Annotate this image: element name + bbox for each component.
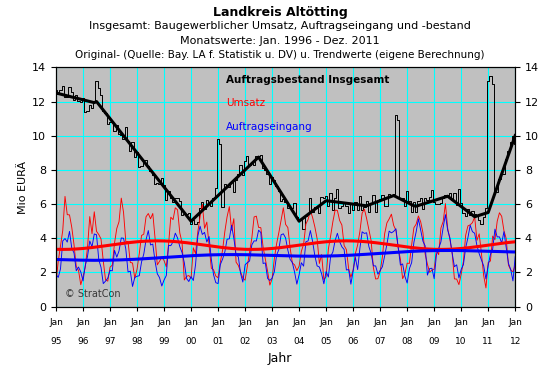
Text: Original- (Quelle: Bay. LA f. Statistik u. DV) u. Trendwerte (eigene Berechnung): Original- (Quelle: Bay. LA f. Statistik … <box>75 50 485 61</box>
Text: Jan: Jan <box>157 318 171 327</box>
Text: Landkreis Altötting: Landkreis Altötting <box>213 6 347 19</box>
Text: 07: 07 <box>375 337 386 346</box>
Text: 97: 97 <box>104 337 116 346</box>
Text: Jan: Jan <box>211 318 225 327</box>
Text: 09: 09 <box>428 337 440 346</box>
Text: 04: 04 <box>293 337 305 346</box>
Text: Jan: Jan <box>508 318 522 327</box>
Text: 10: 10 <box>455 337 467 346</box>
Text: © StratCon: © StratCon <box>65 289 121 299</box>
Text: 01: 01 <box>212 337 224 346</box>
Text: Jan: Jan <box>400 318 414 327</box>
Text: 03: 03 <box>267 337 278 346</box>
Text: Jan: Jan <box>292 318 306 327</box>
Text: Jan: Jan <box>346 318 360 327</box>
Y-axis label: Mio EURÄ: Mio EURÄ <box>18 160 28 214</box>
Text: Jan: Jan <box>265 318 279 327</box>
Text: Jan: Jan <box>184 318 198 327</box>
Text: Jan: Jan <box>49 318 63 327</box>
Text: Umsatz: Umsatz <box>226 98 265 108</box>
Text: Jahr: Jahr <box>268 352 292 365</box>
Text: 05: 05 <box>320 337 332 346</box>
Text: 95: 95 <box>50 337 62 346</box>
Text: 12: 12 <box>510 337 521 346</box>
Text: 08: 08 <box>402 337 413 346</box>
Text: Jan: Jan <box>238 318 252 327</box>
Text: Jan: Jan <box>373 318 387 327</box>
Text: 98: 98 <box>131 337 143 346</box>
Text: 96: 96 <box>77 337 89 346</box>
Text: Auftragsbestand Insgesamt: Auftragsbestand Insgesamt <box>226 74 389 85</box>
Text: 00: 00 <box>185 337 197 346</box>
Text: Jan: Jan <box>103 318 117 327</box>
Text: Monatswerte: Jan. 1996 - Dez. 2011: Monatswerte: Jan. 1996 - Dez. 2011 <box>180 36 380 46</box>
Text: 11: 11 <box>482 337 494 346</box>
Text: 06: 06 <box>347 337 359 346</box>
Text: Insgesamt: Baugewerblicher Umsatz, Auftragseingang und -bestand: Insgesamt: Baugewerblicher Umsatz, Auftr… <box>89 21 471 31</box>
Text: Jan: Jan <box>481 318 495 327</box>
Text: Jan: Jan <box>427 318 441 327</box>
Text: 02: 02 <box>239 337 251 346</box>
Text: Jan: Jan <box>454 318 468 327</box>
Text: Jan: Jan <box>76 318 90 327</box>
Text: 99: 99 <box>158 337 170 346</box>
Text: Jan: Jan <box>130 318 144 327</box>
Text: Auftragseingang: Auftragseingang <box>226 122 312 132</box>
Text: Jan: Jan <box>319 318 333 327</box>
